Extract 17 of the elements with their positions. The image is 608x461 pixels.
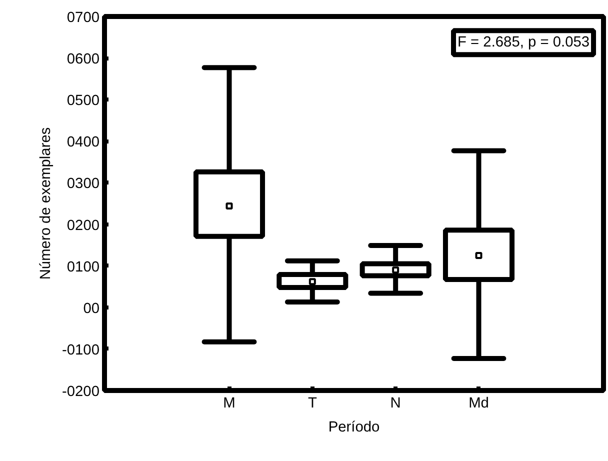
y-tick-label: 0600: [66, 52, 100, 68]
y-axis-title: Número de exemplares: [38, 127, 54, 280]
y-tick-label: -0100: [62, 342, 100, 358]
y-tick-label: 0500: [66, 93, 100, 110]
x-tick-label: M: [223, 396, 236, 412]
x-tick-label: N: [390, 396, 401, 412]
x-tick-label: T: [308, 396, 317, 412]
annotation: F = 2.685, p = 0.053: [458, 34, 590, 51]
y-tick-label: 0200: [66, 218, 100, 234]
y-tick-label: 00: [83, 300, 100, 317]
y-tick-label: 0700: [66, 10, 100, 26]
y-tick-label: -0200: [62, 384, 100, 400]
x-axis-title: Período: [328, 420, 380, 436]
y-tick-label: 0300: [66, 176, 100, 192]
y-tick-label: 0400: [66, 134, 100, 151]
x-tick-label: Md: [468, 396, 489, 412]
y-tick-label: 0100: [66, 259, 100, 276]
